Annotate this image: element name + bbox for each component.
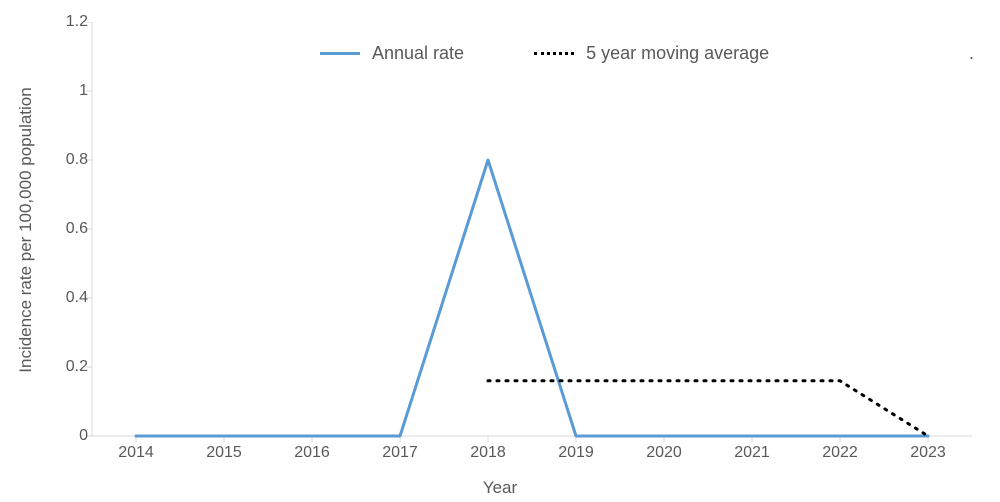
chart-plot-area — [92, 22, 972, 436]
x-tick-label: 2022 — [822, 444, 858, 462]
incidence-line-chart: Incidence rate per 100,000 population Ye… — [0, 0, 1000, 502]
y-tick-label: 0.6 — [38, 220, 88, 238]
series-0 — [136, 160, 928, 436]
y-tick-label: 1.2 — [38, 13, 88, 31]
x-tick-label: 2018 — [470, 444, 506, 462]
y-tick-label: 0.4 — [38, 289, 88, 307]
x-tick-label: 2021 — [734, 444, 770, 462]
y-tick-label: 0 — [38, 427, 88, 445]
x-tick-label: 2014 — [118, 444, 154, 462]
x-tick-label: 2015 — [206, 444, 242, 462]
series-1 — [488, 381, 928, 436]
y-tick-label: 1 — [38, 82, 88, 100]
x-tick-label: 2019 — [558, 444, 594, 462]
y-tick-label: 0.8 — [38, 151, 88, 169]
x-tick-label: 2023 — [910, 444, 946, 462]
chart-svg — [86, 22, 972, 442]
x-tick-label: 2016 — [294, 444, 330, 462]
y-axis-title: Incidence rate per 100,000 population — [16, 20, 36, 440]
x-axis-title: Year — [0, 478, 1000, 498]
x-tick-label: 2020 — [646, 444, 682, 462]
y-tick-label: 0.2 — [38, 358, 88, 376]
x-tick-label: 2017 — [382, 444, 418, 462]
